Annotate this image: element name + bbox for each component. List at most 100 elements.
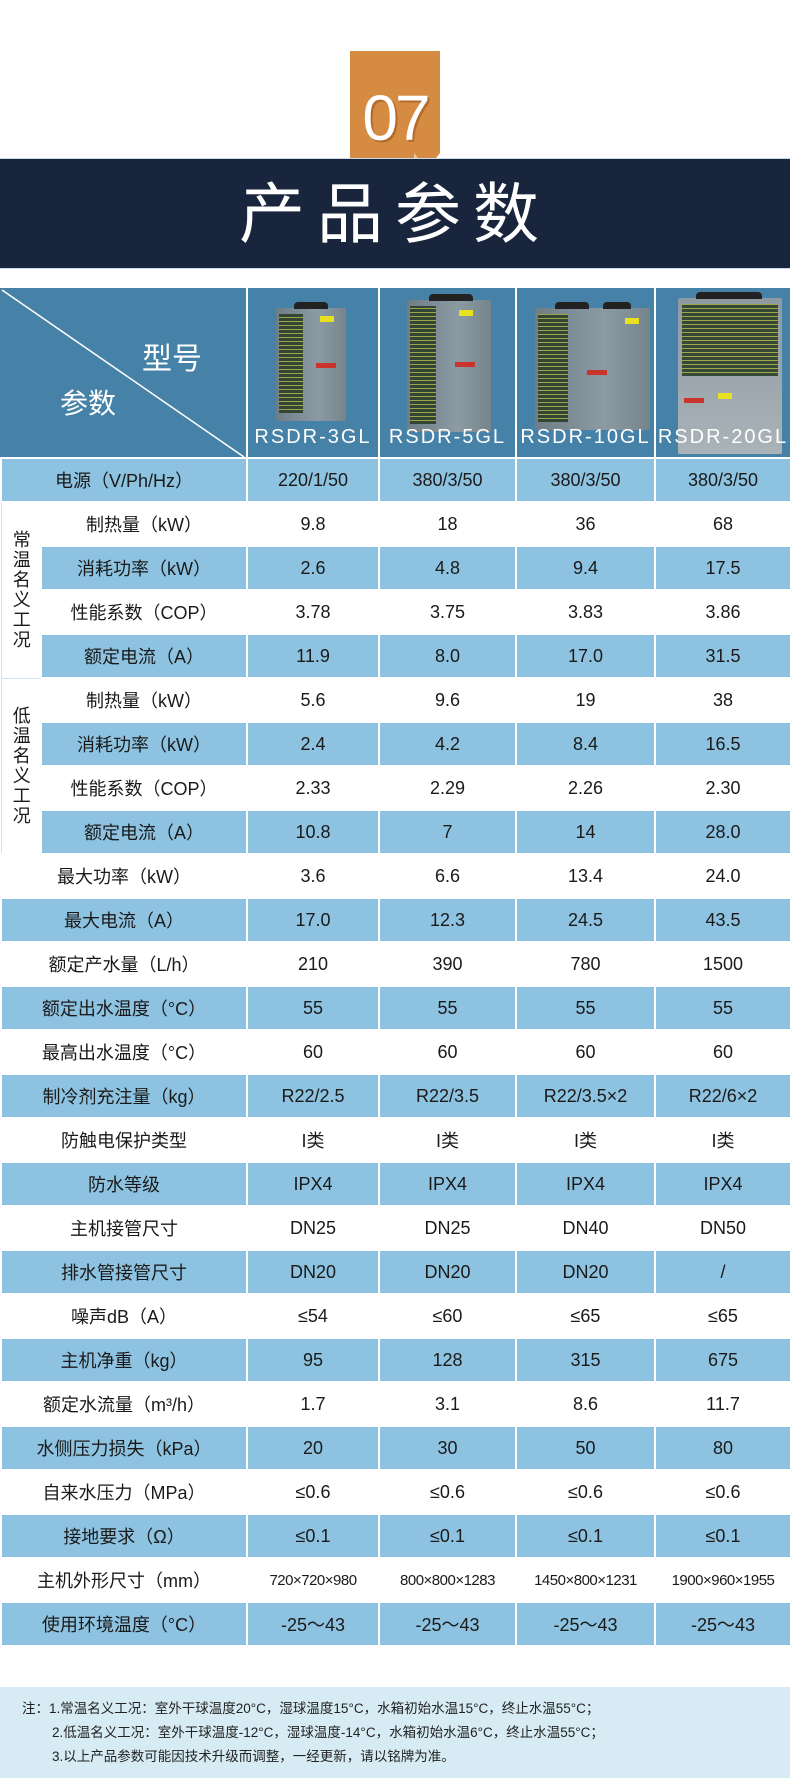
row-label: 额定电流（A） bbox=[40, 633, 248, 679]
value-cell: 1.7 bbox=[246, 1381, 380, 1427]
value-cell: 4.2 bbox=[378, 721, 517, 767]
model-name: RSDR-5GL bbox=[388, 426, 507, 448]
value-cell: 55 bbox=[378, 985, 517, 1031]
value-cell: 95 bbox=[246, 1337, 380, 1383]
table-row: 常温名义工况 制热量（kW） 9.8 18 36 68 bbox=[0, 501, 790, 679]
value-cell: 3.78 bbox=[246, 589, 380, 635]
value-cell: 3.6 bbox=[246, 853, 380, 899]
value-cell: 9.8 bbox=[246, 501, 380, 547]
table-row: 接地要求（Ω） ≤0.1 ≤0.1 ≤0.1 ≤0.1 bbox=[0, 1513, 790, 1559]
value-cell: 780 bbox=[515, 941, 656, 987]
table-row: 性能系数（COP） 2.33 2.29 2.26 2.30 bbox=[1, 765, 790, 811]
value-cell: -25～43 bbox=[246, 1601, 380, 1647]
value-cell: 31.5 bbox=[654, 633, 790, 679]
row-label: 自来水压力（MPa） bbox=[0, 1469, 248, 1515]
value-cell: R22/2.5 bbox=[246, 1073, 380, 1119]
value-cell: 3.75 bbox=[378, 589, 517, 635]
row-label: 额定水流量（m³/h） bbox=[0, 1381, 248, 1427]
value-cell: 36 bbox=[515, 501, 656, 547]
row-label: 性能系数（COP） bbox=[40, 765, 248, 811]
value-cell: 17.5 bbox=[654, 545, 790, 591]
value-cell: I类 bbox=[246, 1117, 380, 1163]
value-cell: ≤0.1 bbox=[246, 1513, 380, 1559]
row-label: 防触电保护类型 bbox=[0, 1117, 248, 1163]
value-cell: 19 bbox=[515, 677, 656, 723]
row-label: 最高出水温度（°C） bbox=[0, 1029, 248, 1075]
notes-box: 注：1.常温名义工况：室外干球温度20°C，湿球温度15°C，水箱初始水温15°… bbox=[0, 1687, 790, 1778]
value-cell: 800×800×1283 bbox=[378, 1557, 517, 1603]
table-row: 排水管接管尺寸 DN20 DN20 DN20/ bbox=[0, 1249, 790, 1295]
table-row: 防水等级 IPX4 IPX4 IPX4 IPX4 bbox=[0, 1161, 790, 1207]
value-cell: I类 bbox=[515, 1117, 656, 1163]
table-row: 额定电流（A） 11.9 8.0 17.0 31.5 bbox=[1, 633, 790, 679]
param-label: 参数 bbox=[60, 388, 117, 419]
value-cell: 43.5 bbox=[654, 897, 790, 943]
row-label: 制热量（kW） bbox=[40, 501, 248, 547]
value-cell: ≤60 bbox=[378, 1293, 517, 1339]
row-label: 接地要求（Ω） bbox=[0, 1513, 248, 1559]
table-row: 水侧压力损失（kPa） 20 30 50 80 bbox=[0, 1425, 790, 1471]
table-row: 低温名义工况 制热量（kW） 5.6 9.6 19 38 bbox=[0, 677, 790, 855]
heat-pump-image bbox=[276, 302, 346, 421]
value-cell: 4.8 bbox=[378, 545, 517, 591]
table-row: 制冷剂充注量（kg） R22/2.5 R22/3.5 R22/3.5×2 R22/6×2 bbox=[0, 1073, 790, 1119]
value-cell: 55 bbox=[654, 985, 790, 1031]
table-row: 自来水压力（MPa） ≤0.6 ≤0.6 ≤0.6 ≤0.6 bbox=[0, 1469, 790, 1515]
row-label: 消耗功率（kW） bbox=[40, 721, 248, 767]
page-title: 产品参数 bbox=[239, 177, 551, 251]
value-cell: 38 bbox=[654, 677, 790, 723]
table-row: 额定出水温度（°C） 55 55 55 55 bbox=[0, 985, 790, 1031]
model-name: RSDR-10GL bbox=[520, 426, 651, 448]
heat-pump-image bbox=[535, 302, 650, 430]
table-row: 额定电流（A） 10.8 7 14 28.0 bbox=[1, 809, 790, 855]
value-cell: 68 bbox=[654, 501, 790, 547]
row-label: 电源（V/Ph/Hz） bbox=[0, 457, 248, 503]
value-cell: ≤0.6 bbox=[246, 1469, 380, 1515]
value-cell: 1500 bbox=[654, 941, 790, 987]
table-row: 最高出水温度（°C） 60 60 60 60 bbox=[0, 1029, 790, 1075]
value-cell: 9.6 bbox=[378, 677, 517, 723]
value-cell: 30 bbox=[378, 1425, 517, 1471]
value-cell: ≤0.6 bbox=[654, 1469, 790, 1515]
value-cell: 3.83 bbox=[515, 589, 656, 635]
value-cell: ≤0.1 bbox=[654, 1513, 790, 1559]
value-cell: IPX4 bbox=[654, 1161, 790, 1207]
table-row: 噪声dB（A） ≤54 ≤60 ≤65 ≤65 bbox=[0, 1293, 790, 1339]
value-cell: 2.6 bbox=[246, 545, 380, 591]
model-column-3gl: RSDR-3GL bbox=[246, 288, 378, 457]
table-row: 主机外形尺寸（mm） 720×720×980 800×800×1283 1450×80… bbox=[0, 1557, 790, 1603]
value-cell: DN25 bbox=[378, 1205, 517, 1251]
value-cell: -25～43 bbox=[654, 1601, 790, 1647]
value-cell: 8.6 bbox=[515, 1381, 656, 1427]
header-corner-cell: 型号 参数 bbox=[0, 288, 246, 457]
note-line: 3.以上产品参数可能因技术升级而调整，一经更新，请以铭牌为准。 bbox=[52, 1749, 455, 1764]
value-cell: 3.1 bbox=[378, 1381, 517, 1427]
value-cell: 11.9 bbox=[246, 633, 380, 679]
value-cell: 1450×800×1231 bbox=[515, 1557, 656, 1603]
row-label: 主机接管尺寸 bbox=[0, 1205, 248, 1251]
value-cell: ≤0.1 bbox=[515, 1513, 656, 1559]
value-cell: 7 bbox=[378, 809, 517, 855]
value-cell: ≤0.1 bbox=[378, 1513, 517, 1559]
value-cell: 3.86 bbox=[654, 589, 790, 635]
value-cell: 16.5 bbox=[654, 721, 790, 767]
row-label: 额定产水量（L/h） bbox=[0, 941, 248, 987]
value-cell: 24.0 bbox=[654, 853, 790, 899]
table-header: 型号 参数 RSDR-3GL RSDR-5GL RSDR-10GL RSDR-2… bbox=[0, 288, 790, 457]
value-cell: 380/3/50 bbox=[378, 457, 517, 503]
value-cell: IPX4 bbox=[515, 1161, 656, 1207]
row-label: 排水管接管尺寸 bbox=[0, 1249, 248, 1295]
value-cell: 60 bbox=[246, 1029, 380, 1075]
value-cell: 380/3/50 bbox=[515, 457, 656, 503]
value-cell: 8.4 bbox=[515, 721, 656, 767]
value-cell: ≤65 bbox=[515, 1293, 656, 1339]
row-label: 性能系数（COP） bbox=[40, 589, 248, 635]
value-cell: 315 bbox=[515, 1337, 656, 1383]
value-cell: 220/1/50 bbox=[246, 457, 380, 503]
value-cell: DN40 bbox=[515, 1205, 656, 1251]
row-label: 水侧压力损失（kPa） bbox=[0, 1425, 248, 1471]
table-row: 额定产水量（L/h） 210 390 780 1500 bbox=[0, 941, 790, 987]
value-cell: 12.3 bbox=[378, 897, 517, 943]
table-row: 最大电流（A） 17.0 12.3 24.5 43.5 bbox=[0, 897, 790, 943]
condition-group-label: 常温名义工况 bbox=[0, 501, 42, 679]
